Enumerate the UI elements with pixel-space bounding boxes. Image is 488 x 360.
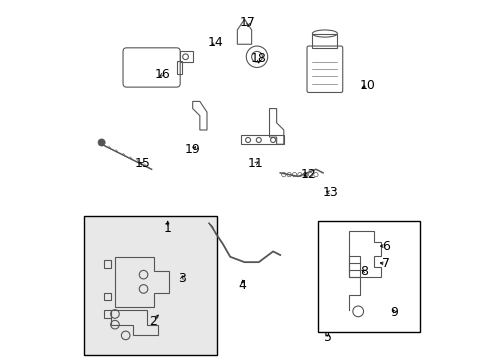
Text: 14: 14 <box>207 36 224 49</box>
Text: 6: 6 <box>381 240 389 253</box>
Text: 18: 18 <box>250 52 266 65</box>
Text: 7: 7 <box>381 257 389 270</box>
Bar <box>312 33 337 48</box>
Text: 10: 10 <box>359 79 375 92</box>
Bar <box>84 216 216 355</box>
Text: 4: 4 <box>238 279 246 292</box>
Text: 12: 12 <box>300 168 316 181</box>
Text: 2: 2 <box>149 315 157 328</box>
Text: 13: 13 <box>322 186 337 199</box>
Bar <box>104 310 111 318</box>
Text: 1: 1 <box>163 222 171 235</box>
Text: 17: 17 <box>240 16 256 29</box>
Bar <box>180 51 192 62</box>
Bar <box>104 260 111 267</box>
Text: 9: 9 <box>390 306 398 319</box>
Text: 11: 11 <box>247 157 263 170</box>
Bar <box>104 293 111 300</box>
Text: 8: 8 <box>360 265 367 278</box>
Text: 16: 16 <box>154 68 170 81</box>
Bar <box>348 256 359 278</box>
Bar <box>176 61 182 74</box>
Text: 19: 19 <box>184 143 200 156</box>
Text: 15: 15 <box>135 157 150 170</box>
Text: 5: 5 <box>324 331 332 344</box>
Bar <box>317 221 419 332</box>
Text: 3: 3 <box>178 272 185 285</box>
Circle shape <box>98 139 105 146</box>
